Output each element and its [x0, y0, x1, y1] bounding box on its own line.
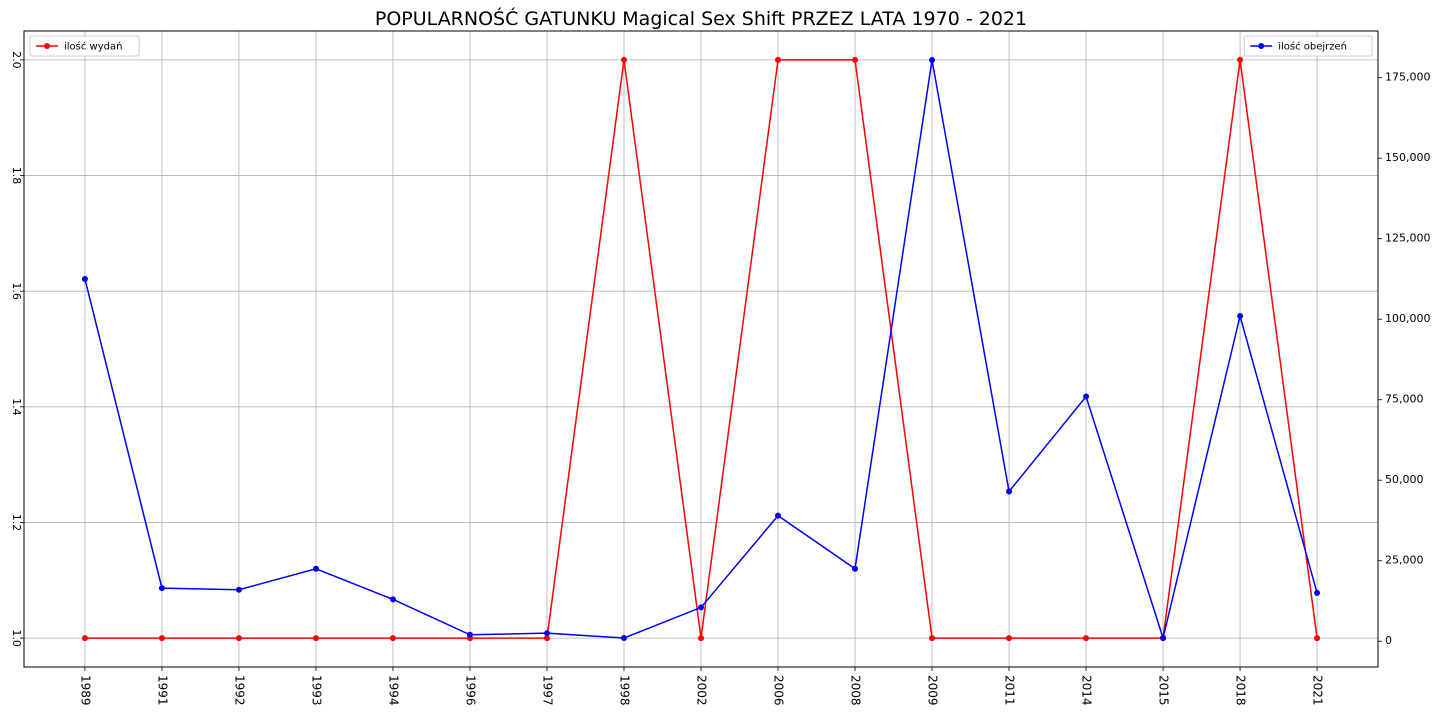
x-tick-label: 1989 — [78, 675, 92, 706]
legend-right: ilość obejrzeń — [1243, 35, 1373, 57]
data-point — [543, 630, 550, 637]
y-right-tick-label: 25,000 — [1385, 554, 1424, 567]
y-right-tick-label: 100,000 — [1385, 312, 1431, 325]
data-point — [775, 512, 782, 519]
x-tick-label: 2006 — [772, 675, 786, 706]
x-tick-label: 2021 — [1311, 675, 1325, 706]
series-lines — [81, 56, 1321, 642]
x-tick-label: 2014 — [1080, 675, 1094, 706]
x-tick-label: 2011 — [1003, 675, 1017, 706]
data-point — [620, 56, 627, 63]
data-point — [852, 56, 859, 63]
data-point — [1237, 312, 1244, 319]
legend-marker — [44, 43, 50, 49]
data-point — [81, 635, 88, 642]
data-point — [1083, 635, 1090, 642]
data-point — [389, 635, 396, 642]
data-point — [543, 635, 550, 642]
x-tick-label: 1997 — [540, 675, 554, 706]
x-tick-label: 1998 — [617, 675, 631, 706]
y-left-tick-label: 1.8 — [10, 167, 23, 185]
data-point — [466, 631, 473, 638]
data-point — [1314, 589, 1321, 596]
series-1 — [81, 56, 1321, 642]
data-point — [929, 635, 936, 642]
y-right-tick-label: 175,000 — [1385, 71, 1431, 84]
data-point — [158, 585, 165, 592]
legend-label: ilość obejrzeń — [1278, 41, 1347, 53]
data-point — [775, 56, 782, 63]
x-tick-label: 2015 — [1157, 675, 1171, 706]
grid-lines — [24, 31, 1378, 667]
data-point — [389, 596, 396, 603]
x-tick-label: 1992 — [232, 675, 246, 706]
y-left-tick-label: 1.0 — [10, 629, 23, 647]
data-point — [1006, 488, 1013, 495]
y-right-tick-label: 75,000 — [1385, 393, 1424, 406]
x-tick-label: 1994 — [386, 675, 400, 706]
y-right-tick-label: 125,000 — [1385, 232, 1431, 245]
y-left-tick-label: 1.4 — [10, 398, 23, 416]
legend-left: ilość wydań — [29, 35, 140, 57]
data-point — [1083, 393, 1090, 400]
x-tick-label: 1996 — [463, 675, 477, 706]
legend-marker — [1258, 43, 1265, 49]
chart-title: POPULARNOŚĆ GATUNKU Magical Sex Shift PR… — [375, 6, 1027, 30]
data-point — [620, 635, 627, 642]
x-tick-label: 2002 — [695, 675, 709, 706]
series-2 — [81, 56, 1321, 642]
x-tick-label: 1993 — [309, 675, 323, 706]
data-point — [852, 565, 859, 572]
data-point — [1160, 635, 1167, 642]
axes: 1989 1991 1992 1993 1994 1996 1997 1998 2002 2006… — [10, 51, 1431, 705]
x-tick-label: 1991 — [155, 675, 169, 706]
data-point — [698, 604, 704, 611]
legend-box — [1243, 35, 1373, 57]
y-right-tick-label: 0 — [1385, 634, 1392, 647]
data-point — [929, 56, 936, 63]
legend-label: ilość wydań — [64, 41, 122, 53]
data-point — [235, 586, 242, 593]
y-left-tick-label: 1.6 — [10, 282, 23, 300]
y-left-tick-label: 2.0 — [10, 51, 23, 68]
data-point — [1314, 635, 1321, 642]
y-right-tick-label: 50,000 — [1385, 473, 1424, 486]
x-tick-label: 2009 — [926, 675, 940, 706]
data-point — [698, 635, 704, 642]
y-right-tick-label: 150,000 — [1385, 151, 1431, 164]
data-point — [158, 635, 165, 642]
y-left-tick-label: 1.2 — [10, 514, 23, 532]
data-point — [1237, 56, 1244, 63]
legend-box — [29, 35, 140, 57]
data-point — [312, 635, 319, 642]
x-tick-label: 2018 — [1234, 675, 1248, 706]
x-tick-label: 2008 — [849, 675, 863, 706]
data-point — [1006, 635, 1013, 642]
data-point — [312, 565, 319, 572]
data-point — [81, 275, 88, 282]
data-point — [235, 635, 242, 642]
